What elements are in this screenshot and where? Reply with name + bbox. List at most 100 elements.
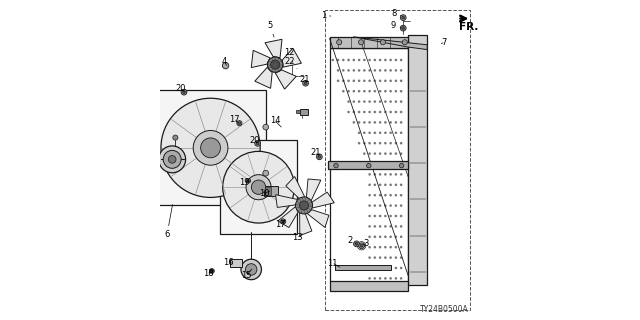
Polygon shape: [307, 179, 321, 201]
Circle shape: [395, 163, 397, 165]
Circle shape: [400, 79, 403, 82]
Circle shape: [395, 194, 397, 196]
Circle shape: [389, 121, 392, 124]
Circle shape: [353, 100, 355, 103]
Circle shape: [358, 121, 360, 124]
Circle shape: [400, 152, 403, 155]
Circle shape: [256, 142, 259, 145]
Circle shape: [255, 140, 260, 146]
Circle shape: [395, 277, 397, 280]
Circle shape: [379, 183, 381, 186]
Circle shape: [348, 111, 350, 113]
Circle shape: [395, 225, 397, 228]
Bar: [264, 186, 278, 196]
Circle shape: [363, 90, 365, 92]
Circle shape: [374, 132, 376, 134]
Circle shape: [374, 246, 376, 248]
Circle shape: [395, 79, 397, 82]
Circle shape: [400, 69, 403, 72]
Polygon shape: [312, 192, 334, 208]
Circle shape: [395, 69, 397, 72]
Circle shape: [389, 204, 392, 207]
Circle shape: [363, 100, 365, 103]
Circle shape: [252, 180, 266, 194]
Circle shape: [395, 256, 397, 259]
Text: 13: 13: [292, 233, 303, 242]
Circle shape: [374, 215, 376, 217]
Circle shape: [374, 100, 376, 103]
Circle shape: [395, 215, 397, 217]
Circle shape: [384, 79, 387, 82]
Bar: [230, 259, 242, 267]
Circle shape: [353, 111, 355, 113]
Bar: [330, 48, 408, 282]
Text: 12: 12: [284, 48, 295, 62]
Circle shape: [369, 59, 371, 61]
Circle shape: [380, 40, 385, 45]
Circle shape: [384, 132, 387, 134]
Circle shape: [369, 194, 371, 196]
Circle shape: [384, 256, 387, 259]
Circle shape: [358, 100, 360, 103]
Circle shape: [223, 151, 294, 223]
Circle shape: [271, 60, 280, 69]
Text: 10: 10: [259, 189, 270, 198]
Circle shape: [389, 194, 392, 196]
Circle shape: [389, 267, 392, 269]
Circle shape: [395, 132, 397, 134]
Circle shape: [379, 90, 381, 92]
Circle shape: [246, 175, 271, 200]
Circle shape: [201, 138, 220, 158]
Circle shape: [332, 59, 334, 61]
Circle shape: [263, 124, 269, 130]
Circle shape: [389, 59, 392, 61]
Circle shape: [379, 256, 381, 259]
Circle shape: [384, 215, 387, 217]
Circle shape: [384, 163, 387, 165]
Circle shape: [238, 122, 241, 124]
Circle shape: [374, 152, 376, 155]
Circle shape: [379, 100, 381, 103]
Circle shape: [379, 173, 381, 176]
Circle shape: [400, 246, 403, 248]
Circle shape: [389, 183, 392, 186]
Circle shape: [379, 163, 381, 165]
Text: 7: 7: [441, 38, 447, 47]
Circle shape: [163, 150, 181, 168]
Circle shape: [173, 135, 178, 140]
Circle shape: [400, 163, 403, 165]
Circle shape: [389, 132, 392, 134]
Text: 17: 17: [229, 116, 239, 124]
Circle shape: [384, 277, 387, 280]
Circle shape: [379, 121, 381, 124]
Bar: [335, 265, 392, 270]
Circle shape: [389, 69, 392, 72]
Circle shape: [181, 89, 187, 95]
Polygon shape: [265, 39, 282, 58]
Circle shape: [369, 152, 371, 155]
Circle shape: [379, 152, 381, 155]
Circle shape: [353, 90, 355, 92]
Bar: [300, 109, 308, 115]
Text: 9: 9: [391, 21, 401, 30]
Circle shape: [348, 100, 350, 103]
Circle shape: [374, 267, 376, 269]
Circle shape: [374, 183, 376, 186]
Circle shape: [268, 57, 283, 72]
Circle shape: [384, 111, 387, 113]
Text: 3: 3: [364, 239, 369, 248]
Circle shape: [303, 80, 308, 86]
Circle shape: [384, 100, 387, 103]
Circle shape: [395, 152, 397, 155]
Circle shape: [237, 121, 242, 126]
Circle shape: [348, 59, 350, 61]
Bar: [220, 140, 297, 234]
Text: 11: 11: [328, 259, 340, 268]
Circle shape: [348, 69, 350, 72]
Circle shape: [369, 225, 371, 228]
Circle shape: [403, 40, 408, 45]
Circle shape: [358, 132, 360, 134]
Circle shape: [379, 236, 381, 238]
Circle shape: [318, 156, 321, 158]
Circle shape: [348, 90, 350, 92]
